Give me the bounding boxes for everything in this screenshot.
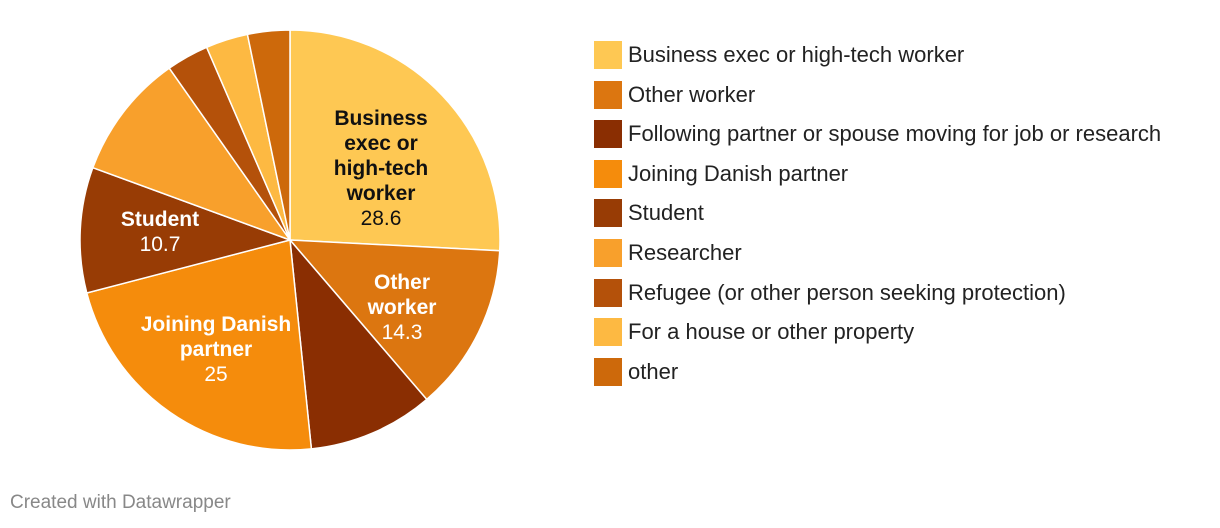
legend-item: Researcher bbox=[594, 239, 742, 267]
slice bbox=[288, 239, 501, 401]
legend-swatch bbox=[594, 278, 622, 307]
slice bbox=[91, 67, 292, 242]
legend-swatch bbox=[594, 120, 622, 149]
slice bbox=[85, 239, 313, 451]
slice-name: Joining Danish partner bbox=[140, 313, 292, 361]
legend-label: Business exec or high-tech worker bbox=[628, 42, 965, 67]
slice-name: Student bbox=[120, 208, 200, 231]
slice bbox=[79, 166, 293, 294]
slice-label: Student 10.7 bbox=[110, 207, 210, 257]
legend-swatch bbox=[594, 80, 622, 109]
legend-item: For a house or other property bbox=[594, 318, 915, 347]
legend-item: Student bbox=[594, 199, 704, 228]
slice-value: 14.3 bbox=[381, 321, 423, 344]
legend-swatch bbox=[594, 41, 622, 69]
slice-value: 25 bbox=[204, 363, 228, 386]
legend-item: Refugee (or other person seeking protect… bbox=[594, 278, 1066, 307]
legend-label: Other worker bbox=[628, 81, 756, 107]
legend-swatch bbox=[594, 239, 622, 267]
legend-item: Other worker bbox=[594, 80, 756, 109]
slice-value: 10.7 bbox=[139, 233, 181, 256]
legend-swatch bbox=[594, 159, 622, 188]
legend-label: other bbox=[628, 358, 679, 384]
legend-label: Researcher bbox=[628, 240, 742, 265]
legend-swatch bbox=[594, 357, 622, 386]
slice bbox=[289, 237, 428, 450]
slice bbox=[289, 29, 501, 252]
slice-name: Business exec or high-tech worker bbox=[333, 107, 429, 205]
legend-item: other bbox=[594, 357, 679, 386]
footer: Created with Datawrapper bbox=[10, 492, 231, 513]
slice bbox=[246, 29, 291, 241]
slice-label: Other worker 14.3 bbox=[357, 270, 447, 345]
pie bbox=[79, 29, 501, 451]
legend-item: Following partner or spouse moving for j… bbox=[594, 120, 1162, 149]
slice-label: Joining Danish partner 25 bbox=[126, 312, 306, 387]
legend-item: Joining Danish partner bbox=[594, 159, 849, 188]
slice-name: Other worker bbox=[367, 271, 437, 319]
legend-label: For a house or other property bbox=[628, 319, 915, 345]
legend-label: Refugee (or other person seeking protect… bbox=[628, 279, 1066, 305]
legend-item: Business exec or high-tech worker bbox=[594, 41, 964, 69]
legend-label: Following partner or spouse moving for j… bbox=[628, 121, 1162, 147]
legend-swatch bbox=[594, 318, 622, 347]
slice-label: Business exec or high-tech worker 28.6 bbox=[321, 106, 441, 231]
legend-label: Student bbox=[628, 200, 704, 226]
legend-label: Joining Danish partner bbox=[628, 160, 849, 186]
slice-value: 28.6 bbox=[360, 207, 402, 230]
legend-swatch bbox=[594, 199, 622, 228]
